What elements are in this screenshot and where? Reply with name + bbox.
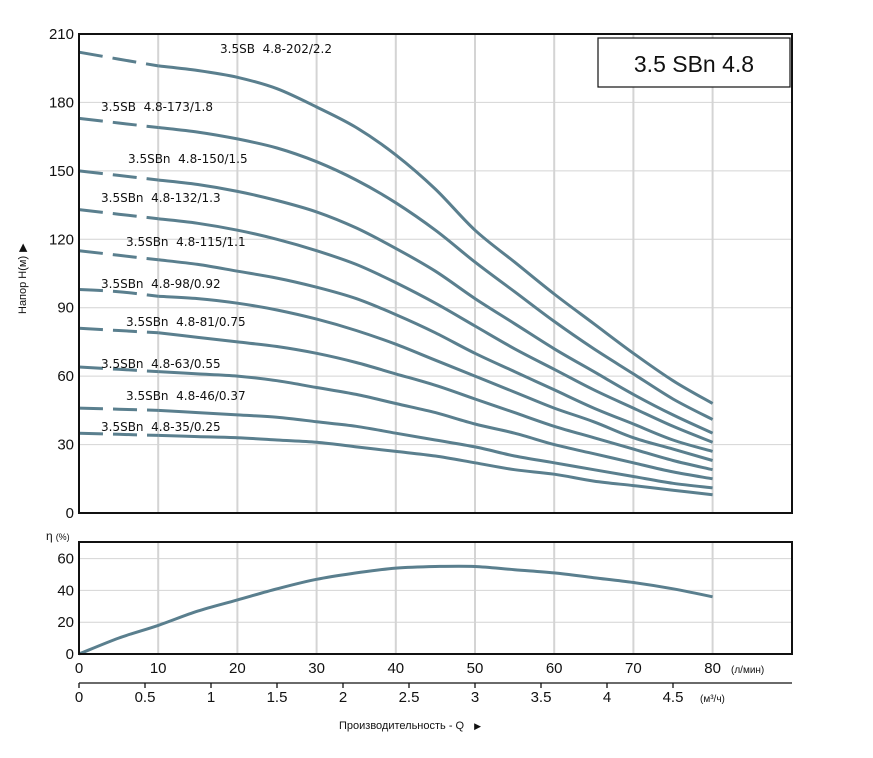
head-curve-label: 3.5SB 4.8-173/1.8: [101, 100, 213, 114]
m3h-tick-label: 1: [207, 689, 215, 706]
lpm-tick-label: 10: [150, 660, 167, 677]
head-curve-label: 3.5SBn 4.8-115/1.1: [126, 235, 246, 249]
efficiency-plot-frame: [78, 541, 793, 655]
head-axis-title-text: Напор Н(м): [17, 256, 29, 314]
head-y-tick-label: 30: [57, 437, 74, 454]
head-curve-dashed: [78, 50, 159, 68]
head-curve: [158, 126, 714, 421]
model-title: 3.5 SBn 4.8: [634, 51, 754, 77]
head-curve: [158, 294, 714, 462]
m3h-unit-label: (м³/ч): [700, 694, 725, 705]
head-curve-dashed: [78, 431, 159, 437]
head-curve-dashed: [78, 288, 159, 298]
lpm-tick-label: 70: [625, 660, 642, 677]
efficiency-y-tick-label: 20: [57, 614, 74, 631]
m3h-tick-label: 3: [471, 689, 479, 706]
model-title-frame: [597, 37, 791, 88]
head-curve-label: 3.5SBn 4.8-35/0.25: [101, 420, 221, 434]
head-curve-dashed: [78, 169, 159, 182]
lpm-tick-label: 40: [387, 660, 404, 677]
head-curve-label: 3.5SBn 4.8-81/0.75: [126, 315, 246, 329]
efficiency-curve: [78, 564, 713, 656]
efficiency-y-tick-label: 60: [57, 551, 74, 568]
head-curve-label: 3.5SBn 4.8-63/0.55: [101, 357, 221, 371]
m3h-tick-label: 2.5: [399, 689, 420, 706]
m3h-tick-label: 4.5: [663, 689, 684, 706]
model-title-box: 3.5 SBn 4.8: [597, 37, 791, 88]
head-curve-dashed: [78, 406, 159, 412]
head-plot-frame: [78, 33, 793, 514]
head-curve: [158, 258, 714, 453]
head-curve-dashed: [78, 116, 159, 129]
m3h-tick-label: 2: [339, 689, 347, 706]
efficiency-y-tick-label: 0: [66, 646, 74, 663]
head-curve: [158, 217, 714, 444]
lpm-tick-label: 20: [229, 660, 246, 677]
m3h-tick-label: 0: [75, 689, 83, 706]
head-curve: [158, 178, 714, 435]
head-curve-label: 3.5SBn 4.8-46/0.37: [126, 389, 246, 403]
head-curves: [78, 50, 714, 497]
lpm-tick-label: 0: [75, 660, 83, 677]
lpm-tick-label: 30: [308, 660, 325, 677]
efficiency-axis-title: η (%): [46, 529, 70, 543]
head-curve-dashed: [78, 326, 159, 335]
lpm-tick-label: 60: [546, 660, 563, 677]
efficiency-axis-symbol: η: [46, 529, 53, 543]
lpm-unit-label: (л/мин): [731, 665, 764, 676]
x-axis-title: Производительность - Q ▶: [339, 720, 481, 732]
head-y-tick-label: 60: [57, 368, 74, 385]
head-curve-labels: 3.5SB 4.8-202/2.2 3.5SB 4.8-173/1.8 3.5SBn…: [101, 42, 332, 434]
lpm-tick-label: 80: [704, 660, 721, 677]
m3h-tick-label: 0.5: [135, 689, 156, 706]
m3h-tick-label: 3.5: [531, 689, 552, 706]
head-y-tick-label: 0: [66, 505, 74, 522]
head-grid: [78, 33, 792, 514]
head-curve-dashed: [78, 249, 159, 262]
efficiency-curves: [78, 564, 713, 656]
head-axis-title: Напор Н(м) ▶: [17, 243, 29, 314]
efficiency-y-tick-label: 40: [57, 582, 74, 599]
head-curve: [158, 331, 713, 472]
head-curve: [158, 64, 714, 405]
head-curve: [158, 408, 713, 490]
head-curve-label: 3.5SBn 4.8-132/1.3: [101, 191, 221, 205]
head-curve: [158, 370, 713, 481]
head-y-tick-label: 120: [49, 231, 74, 248]
efficiency-grid: [78, 542, 792, 655]
lpm-tick-label: 50: [467, 660, 484, 677]
head-curve-label: 3.5SB 4.8-202/2.2: [220, 42, 332, 56]
head-axis-title-arrow: ▶: [17, 243, 29, 252]
m3h-tick-label: 4: [603, 689, 611, 706]
efficiency-axis-unit: (%): [56, 532, 70, 542]
head-curve-dashed: [78, 365, 159, 374]
head-curve-dashed: [78, 208, 159, 221]
head-curve-label: 3.5SBn 4.8-150/1.5: [128, 152, 248, 166]
head-y-tick-label: 150: [49, 163, 74, 180]
x-axis-title-arrow: ▶: [474, 721, 481, 731]
m3h-tick-label: 1.5: [267, 689, 288, 706]
head-y-tick-label: 90: [57, 300, 74, 317]
head-y-tick-label: 210: [49, 26, 74, 43]
head-y-tick-label: 180: [49, 94, 74, 111]
head-curve: [158, 433, 713, 497]
x-axis-title-text: Производительность - Q: [339, 720, 465, 732]
head-curve-label: 3.5SBn 4.8-98/0.92: [101, 277, 221, 291]
